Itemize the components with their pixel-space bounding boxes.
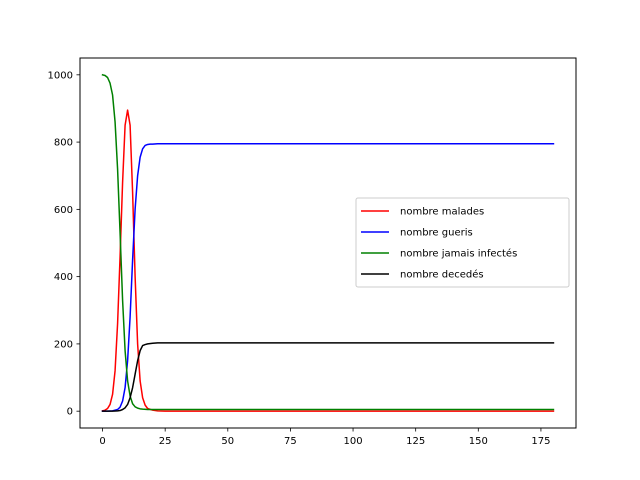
legend-label-0: nombre malades [400, 207, 484, 218]
legend-label-2: nombre jamais infectés [400, 248, 517, 260]
x-tick-label: 125 [406, 436, 425, 447]
y-tick-label: 200 [54, 339, 73, 350]
x-tick-label: 100 [344, 436, 363, 447]
legend-label-3: nombre decedés [400, 269, 484, 281]
x-tick-label: 0 [99, 436, 105, 447]
y-tick-label: 400 [54, 272, 73, 283]
plot-frame [79, 57, 577, 429]
x-tick-label: 150 [469, 436, 488, 447]
y-tick-label: 1000 [48, 70, 73, 81]
series-line-1 [101, 143, 555, 412]
series-layer [101, 73, 555, 412]
legend-box [355, 197, 570, 288]
legend-label-1: nombre gueris [400, 228, 473, 239]
x-tick-label: 75 [284, 436, 297, 447]
y-tick-label: 600 [54, 205, 73, 216]
x-axis: 0 25 50 75 100 125 150 175 [99, 428, 550, 447]
y-tick-label: 0 [67, 407, 73, 418]
x-tick-label: 25 [159, 436, 172, 447]
series-line-2 [101, 73, 555, 411]
x-tick-label: 50 [221, 436, 234, 447]
y-tick-label: 800 [54, 138, 73, 149]
y-axis: 0 200 400 600 800 1000 [48, 70, 80, 418]
legend: nombre malades nombre gueris nombre jamais… [355, 197, 570, 288]
x-tick-label: 175 [531, 436, 550, 447]
series-line-3 [101, 342, 555, 412]
